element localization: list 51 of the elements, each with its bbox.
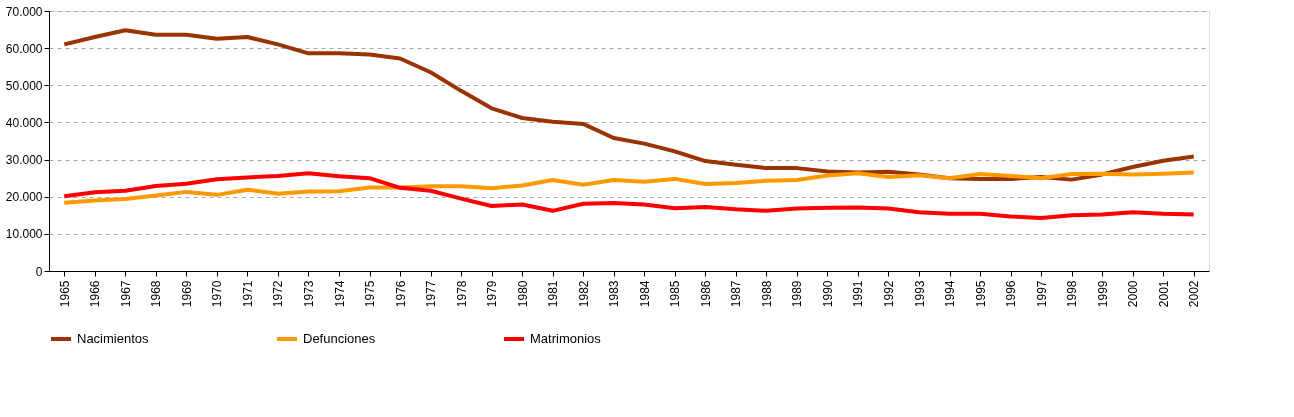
x-tick-label: 1996 (1004, 280, 1019, 308)
y-tick-label: 40.000 (5, 115, 43, 130)
x-tick-label: 1987 (729, 280, 744, 308)
legend-label: Matrimonios (530, 331, 602, 346)
x-tick-label: 1980 (515, 280, 530, 308)
x-tick-label: 1993 (912, 280, 927, 308)
x-tick-label: 1971 (240, 280, 255, 308)
legend-label: Defunciones (303, 331, 376, 346)
x-tick-label: 2001 (1156, 280, 1171, 308)
x-tick-label: 1972 (271, 280, 286, 308)
x-tick-label: 1988 (759, 280, 774, 308)
x-tick-label: 1985 (668, 280, 683, 308)
x-tick-label: 2002 (1187, 280, 1202, 308)
x-tick-label: 1998 (1065, 280, 1080, 308)
x-tick-label: 1968 (149, 280, 164, 308)
x-tick-label: 1992 (881, 280, 896, 308)
x-tick-label: 1984 (637, 280, 652, 308)
x-tick-label: 1974 (332, 280, 347, 308)
x-tick-label: 1979 (485, 280, 500, 308)
y-tick-label: 20.000 (5, 190, 43, 205)
x-tick-label: 1978 (454, 280, 469, 308)
x-tick-label: 2000 (1126, 280, 1141, 308)
x-tick-label: 1999 (1095, 280, 1110, 308)
x-tick-label: 1970 (210, 280, 225, 308)
x-tick-label: 1995 (973, 280, 988, 308)
x-tick-label: 1975 (363, 280, 378, 308)
y-tick-label: 0 (35, 264, 43, 279)
line-series (62, 170, 1196, 205)
x-tick-label: 1986 (698, 280, 713, 308)
x-tick-label: 1997 (1034, 280, 1049, 308)
x-tick-label: 1965 (57, 280, 72, 308)
y-tick-label: 10.000 (5, 227, 43, 242)
x-tick-label: 1991 (851, 280, 866, 308)
x-tick-label: 1983 (607, 280, 622, 308)
legend-label: Nacimientos (77, 331, 150, 346)
x-tick-label: 1990 (820, 280, 835, 308)
x-tick-label: 1982 (576, 280, 591, 308)
x-tick-label: 1976 (393, 280, 408, 308)
y-tick-label: 30.000 (5, 153, 43, 168)
y-tick-label: 70.000 (5, 4, 43, 19)
x-tick-label: 1969 (179, 280, 194, 308)
x-tick-label: 1994 (943, 280, 958, 308)
x-tick-label: 1967 (118, 280, 133, 308)
y-tick-label: 50.000 (5, 78, 43, 93)
x-tick-label: 1977 (424, 280, 439, 308)
x-tick-label: 1966 (88, 280, 103, 308)
x-tick-label: 1981 (546, 280, 561, 308)
x-tick-label: 1989 (790, 280, 805, 308)
x-tick-label: 1973 (301, 280, 316, 308)
y-tick-label: 60.000 (5, 41, 43, 56)
line-series (62, 171, 1196, 220)
